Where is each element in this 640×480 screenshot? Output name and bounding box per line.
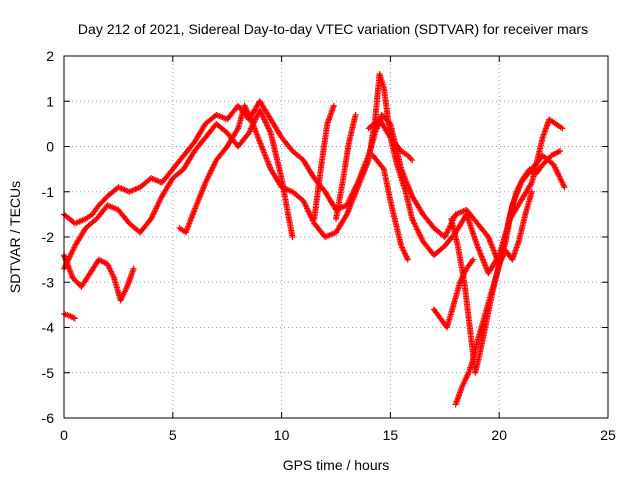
y-tick-label: -2 <box>42 229 55 245</box>
y-tick-label: -5 <box>42 365 55 381</box>
x-tick-label: 10 <box>274 427 290 443</box>
data-point <box>557 148 564 155</box>
y-tick-label: 0 <box>46 139 54 155</box>
data-point <box>352 111 359 118</box>
y-tick-label: -3 <box>42 274 55 290</box>
data-point <box>528 181 535 188</box>
chart-title: Day 212 of 2021, Sidereal Day-to-day VTE… <box>78 21 588 37</box>
data-point <box>561 184 568 191</box>
data-point <box>289 234 296 240</box>
data-point <box>559 125 566 132</box>
data-point <box>234 126 241 133</box>
x-tick-label: 0 <box>60 427 68 443</box>
y-tick-label: 2 <box>46 48 54 64</box>
y-tick-label: -4 <box>42 320 55 336</box>
y-tick-label: -1 <box>42 184 55 200</box>
data-point <box>528 188 535 195</box>
data-point <box>409 157 416 164</box>
data-point <box>404 256 411 263</box>
data-point <box>71 315 78 322</box>
data-point <box>130 265 137 272</box>
x-tick-label: 20 <box>491 427 507 443</box>
data-point <box>330 102 337 109</box>
x-tick-label: 25 <box>600 427 616 443</box>
data-point <box>470 256 477 263</box>
y-axis-label: SDTVAR / TECUs <box>7 181 23 293</box>
y-tick-label: -6 <box>42 410 55 426</box>
x-tick-label: 5 <box>169 427 177 443</box>
x-tick-label: 15 <box>383 427 399 443</box>
y-tick-label: 1 <box>46 93 54 109</box>
x-axis-label: GPS time / hours <box>283 457 390 473</box>
